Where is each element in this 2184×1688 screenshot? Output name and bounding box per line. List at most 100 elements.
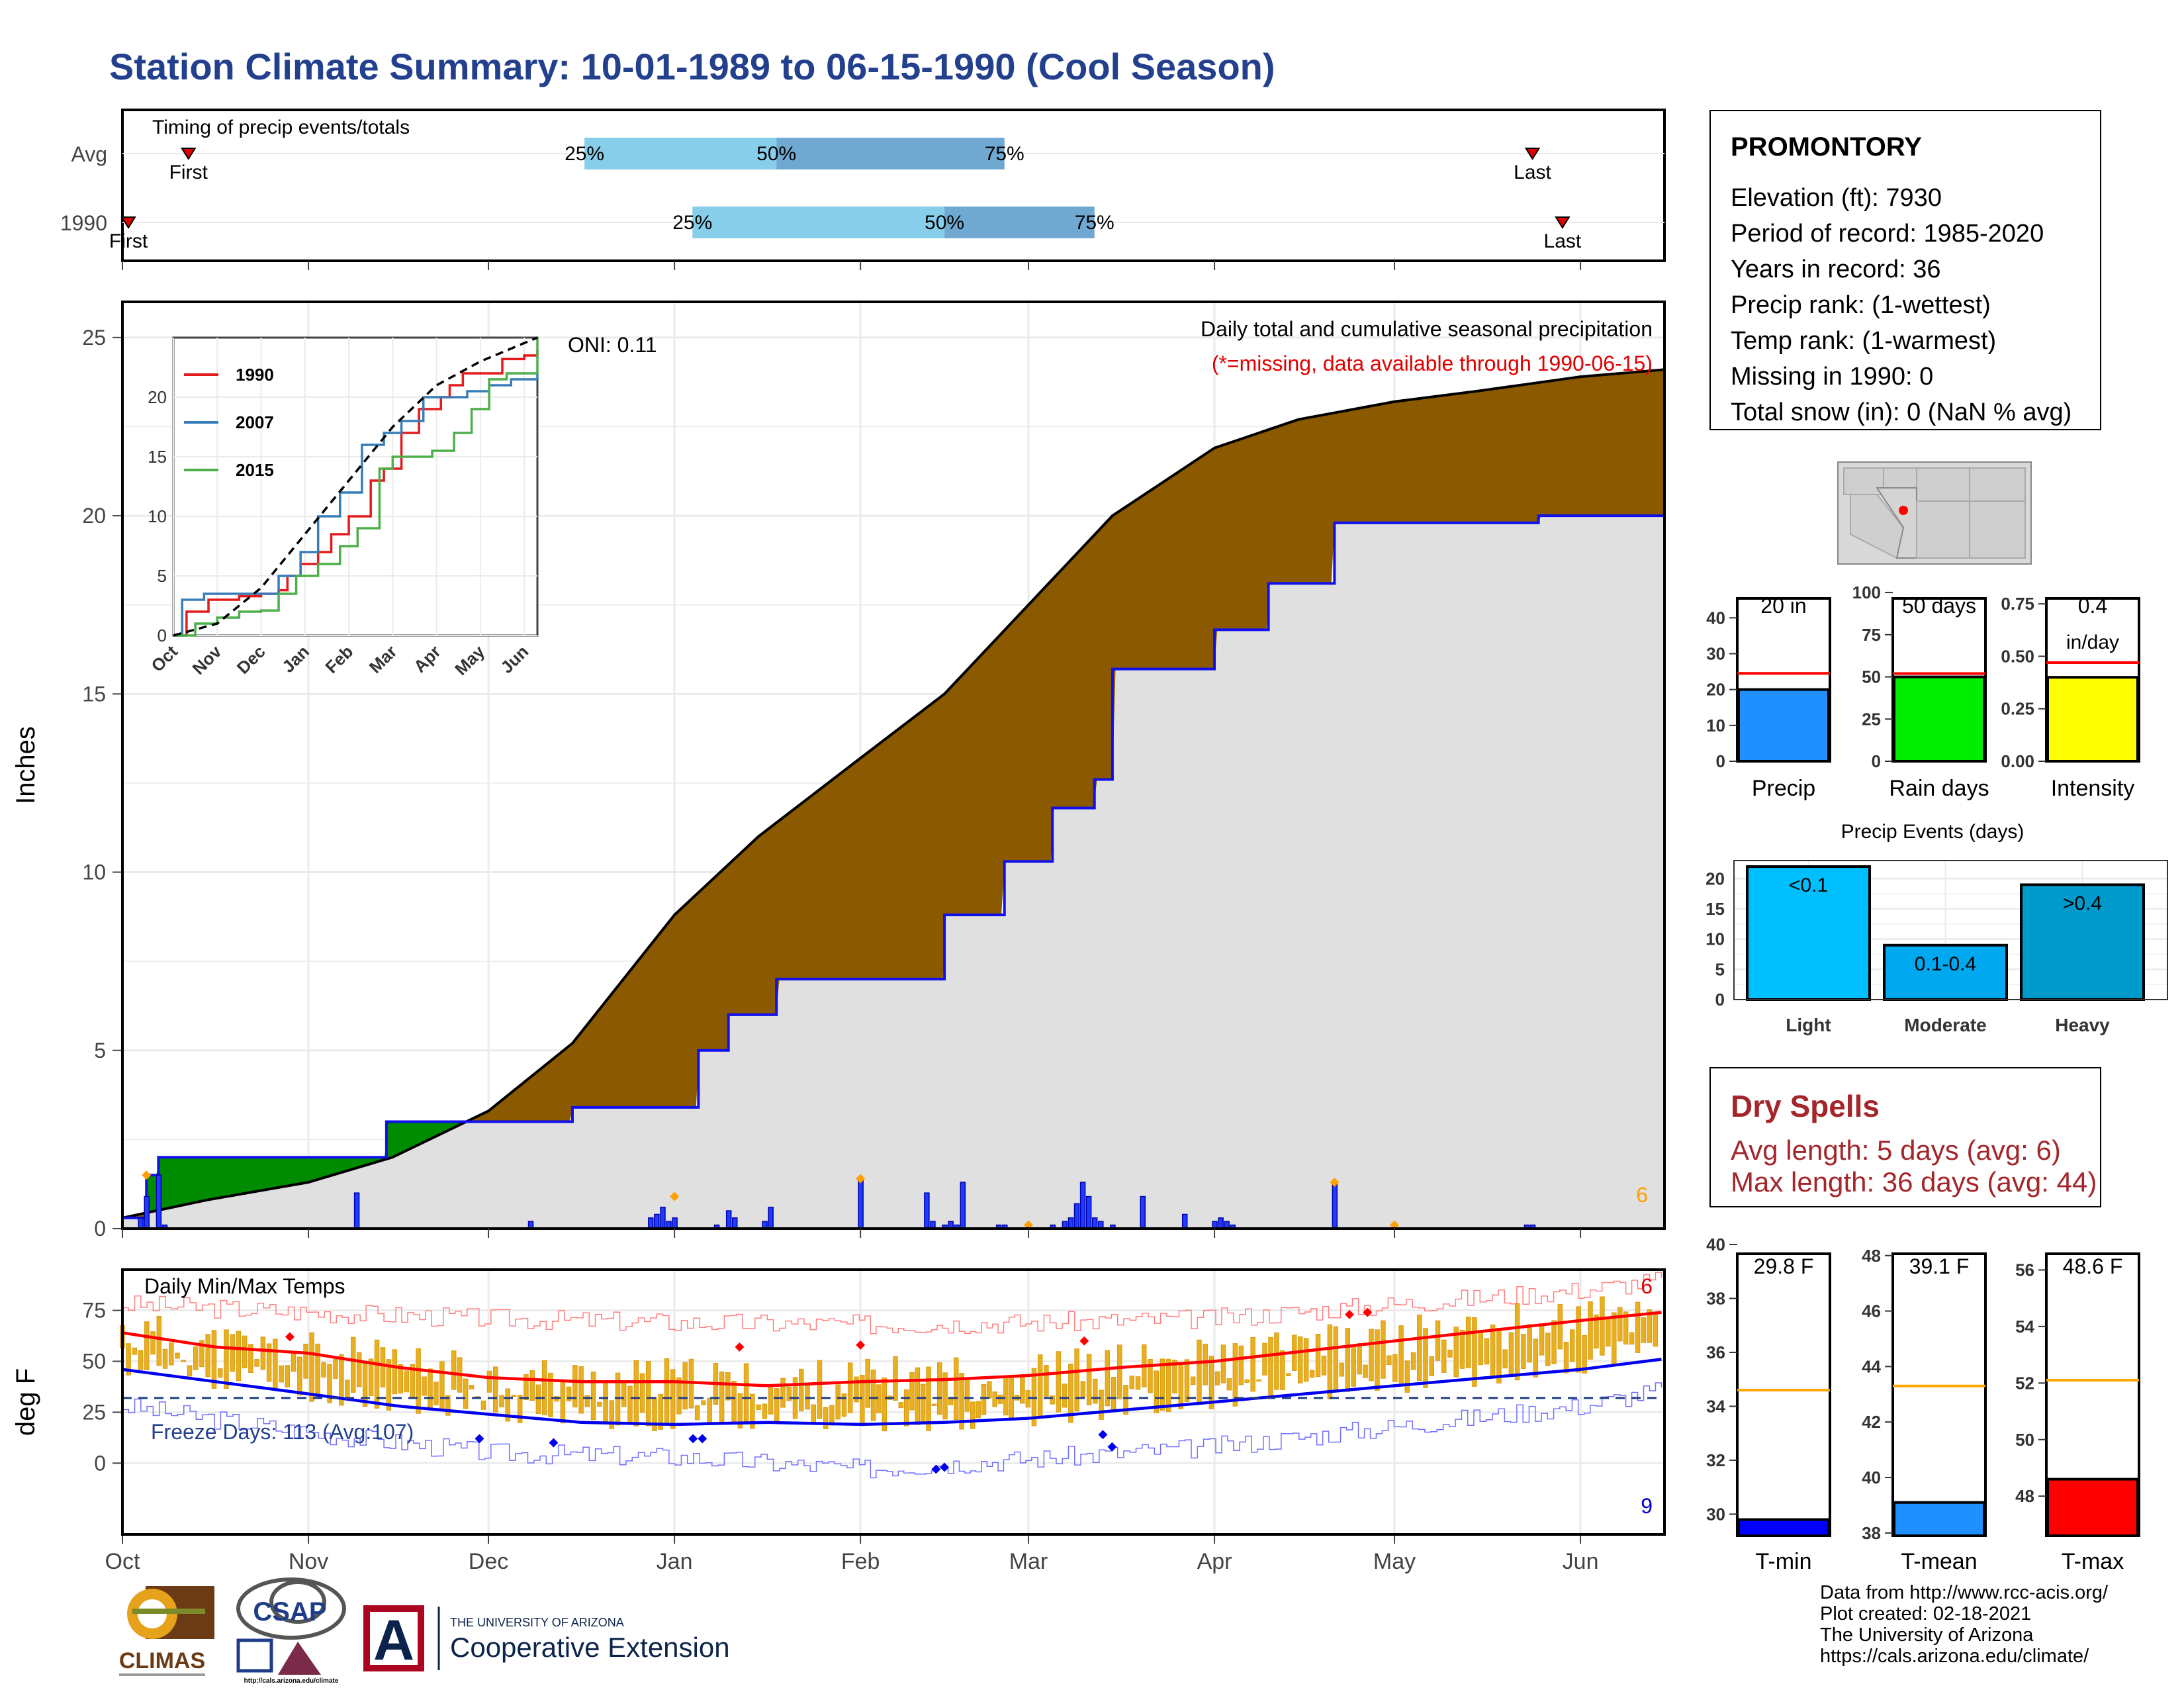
daily-temp-bar: [1521, 1333, 1526, 1370]
daily-precip-bar: [924, 1192, 930, 1229]
summary-value-unit: in/day: [2066, 632, 2119, 653]
daily-temp-bar: [1484, 1338, 1490, 1365]
temp-count-bottom: 9: [1641, 1494, 1653, 1518]
daily-temp-bar: [1068, 1364, 1073, 1423]
daily-temp-bar: [1203, 1343, 1208, 1385]
temp-xtick: Mar: [1009, 1549, 1048, 1574]
summary-bar-rain-days: [1893, 675, 1985, 763]
summary-bar-intensity: [2046, 676, 2139, 763]
daily-precip-bar: [648, 1217, 654, 1229]
daily-temp-bar: [1178, 1362, 1183, 1409]
temp-bar-value-label: 29.8 F: [1754, 1254, 1814, 1278]
temp-bar-ytick: 38: [1706, 1288, 1725, 1308]
daily-temp-bar: [1496, 1327, 1502, 1383]
summary-ytick: 40: [1706, 608, 1725, 628]
inset-ytick: 5: [158, 566, 167, 586]
daily-temp-bar: [590, 1372, 596, 1421]
inset-line-1990: [173, 350, 539, 637]
daily-temp-bar: [931, 1403, 937, 1406]
daily-temp-bar: [1398, 1325, 1404, 1383]
daily-temp-bar: [953, 1357, 959, 1421]
daily-temp-bar: [1190, 1376, 1196, 1385]
daily-temp-bar: [1351, 1346, 1356, 1387]
precip-events-chart: Precip Events (days) <0.1 Light 0.1-0.4 Mode…: [1706, 821, 2168, 1035]
record-high-marker: [1363, 1307, 1373, 1317]
summary-ytick: 30: [1706, 644, 1725, 664]
temp-ytick: 25: [82, 1400, 106, 1424]
daily-precip-bar: [156, 1174, 162, 1229]
daily-temp-bar: [1274, 1332, 1279, 1390]
daily-temp-bar: [811, 1404, 816, 1424]
precip-ytick: 20: [82, 504, 106, 528]
first-label: First: [169, 162, 208, 183]
temp-bar-t-max: [2046, 1477, 2139, 1537]
event-bar-heavy: [2020, 883, 2145, 1001]
record-low-marker: [698, 1434, 707, 1444]
daily-temp-bar: [1551, 1320, 1557, 1364]
daily-temp-bar: [756, 1404, 761, 1411]
normal-max-line: [122, 1311, 1662, 1387]
daily-temp-bar: [997, 1394, 1003, 1404]
daily-temp-bar: [350, 1336, 356, 1393]
daily-temp-bar: [670, 1369, 676, 1429]
daily-temp-bar: [254, 1359, 259, 1367]
temp-xtick: Nov: [289, 1549, 328, 1574]
daily-temp-bar: [1154, 1370, 1159, 1413]
record-low-marker: [688, 1434, 698, 1444]
last-marker: [1524, 148, 1541, 160]
record-high-marker: [856, 1340, 866, 1350]
daily-temp-bar: [964, 1379, 970, 1412]
precip-ytick: 25: [82, 326, 106, 350]
daily-temp-bar: [463, 1378, 469, 1409]
daily-temp-bar: [1357, 1343, 1362, 1375]
main-chart-area: Timing of precip events/totals Avg 1990 …: [11, 109, 1666, 1574]
timing-panel: Timing of precip events/totals Avg 1990 …: [60, 109, 1666, 262]
daily-temp-bar: [1135, 1376, 1141, 1390]
temp-bar-ytick: 50: [2015, 1430, 2034, 1450]
summary-ytick: 100: [1852, 583, 1881, 602]
daily-temp-bar: [445, 1395, 451, 1416]
daily-temp-bar: [1226, 1378, 1232, 1391]
dry-spells-box: Dry Spells Avg length: 5 days (avg: 6) M…: [1709, 1067, 2101, 1207]
event-category: Light: [1786, 1015, 1831, 1035]
last-label: Last: [1514, 162, 1551, 183]
daily-temp-bar: [132, 1347, 138, 1355]
credits-line: Plot created: 02-18-2021: [1820, 1603, 2032, 1624]
ua-cooperative-extension-logo: A THE UNIVERSITY OF ARIZONA Cooperative …: [363, 1605, 730, 1672]
daily-temp-bar: [433, 1382, 439, 1405]
oni-label: ONI: 0.11: [568, 333, 657, 357]
credits-block: Data from http://www.rcc-acis.org/ Plot …: [1820, 1582, 2108, 1667]
temp-bar-t-mean: [1893, 1501, 1985, 1538]
daily-temp-bar: [798, 1368, 804, 1412]
daily-temp-bar: [169, 1342, 174, 1366]
daily-temp-bar: [566, 1386, 572, 1401]
dry-spells-avg: Avg length: 5 days (avg: 6): [1731, 1135, 2061, 1166]
summary-value-label: 50 days: [1902, 594, 1976, 618]
daily-temp-bar: [345, 1380, 350, 1398]
csap-logo: CSAP http://cals.arizona.edu/climate: [236, 1577, 346, 1685]
ua-small-text: THE UNIVERSITY OF ARIZONA: [450, 1616, 624, 1629]
daily-temp-bar: [1527, 1324, 1532, 1363]
normal-min-line: [122, 1358, 1662, 1427]
daily-precip-bar: [353, 1192, 360, 1229]
record-low-marker: [549, 1438, 559, 1448]
daily-temp-bar: [719, 1371, 725, 1422]
daily-temp-bar: [1220, 1344, 1226, 1383]
daily-temp-bar: [285, 1365, 291, 1387]
daily-precip-bar: [1073, 1203, 1080, 1229]
daily-temp-bar: [242, 1335, 248, 1369]
temp-bar-ytick: 34: [1706, 1396, 1725, 1416]
daily-temp-bar: [854, 1376, 859, 1403]
temp-bar-ytick: 52: [2015, 1373, 2034, 1393]
inset-legend-label: 2015: [236, 460, 274, 480]
temp-ytick: 50: [82, 1349, 106, 1373]
daily-temp-bar: [1447, 1350, 1453, 1358]
station-missing: Missing in 1990: 0: [1731, 363, 1934, 391]
daily-temp-bar: [786, 1386, 792, 1401]
daily-temp-bar: [992, 1391, 997, 1407]
daily-temp-bar: [1363, 1364, 1368, 1378]
daily-temp-bar: [499, 1395, 504, 1407]
summary-ytick: 20: [1706, 680, 1725, 700]
